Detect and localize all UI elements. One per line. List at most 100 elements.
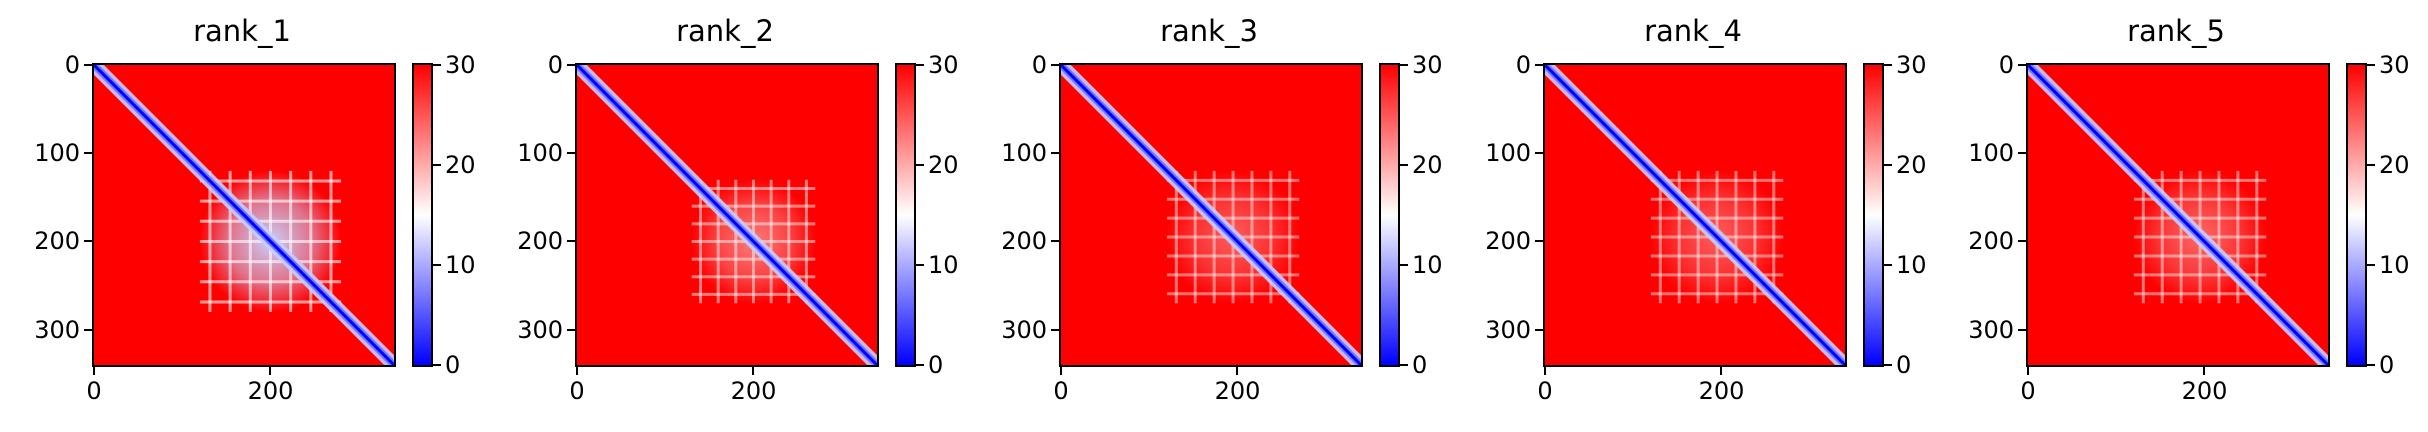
- y-tick: [84, 328, 92, 331]
- colorbar-tick-label: 0: [2379, 351, 2395, 379]
- colorbar-tick-label: 0: [445, 351, 461, 379]
- y-tick: [1051, 64, 1059, 66]
- colorbar-tick: [433, 64, 441, 66]
- x-tick: [1544, 367, 1546, 375]
- diagonal-band: [2028, 65, 2328, 365]
- colorbar-tick: [1400, 364, 1408, 366]
- y-tick-label: 200: [517, 227, 563, 256]
- colorbar-tick: [1884, 364, 1892, 366]
- x-tick: [1720, 367, 1723, 375]
- colorbar-tick-label: 0: [1896, 351, 1912, 379]
- y-tick-label: 100: [517, 139, 563, 168]
- y-tick-label: 0: [1515, 51, 1531, 79]
- colorbar-tick-label: 10: [2379, 251, 2410, 279]
- y-tick: [84, 152, 92, 155]
- colorbar-tick-label: 20: [928, 151, 959, 179]
- y-tick-label: 0: [1998, 51, 2014, 79]
- x-tick-label: 200: [1214, 377, 1261, 405]
- x-tick-label: 0: [1537, 377, 1553, 405]
- y-tick-label: 200: [34, 227, 80, 256]
- heatmap-canvas: [1545, 65, 1845, 365]
- x-tick-label: 0: [2020, 377, 2036, 405]
- chart-title: rank_2: [676, 14, 774, 48]
- y-tick-label: 100: [34, 139, 80, 168]
- y-tick-label: 200: [1485, 227, 1531, 256]
- heatmap-canvas: [2028, 65, 2328, 365]
- colorbar-tick: [1400, 64, 1408, 66]
- heatmap-canvas: [1061, 65, 1361, 365]
- colorbar-tick-label: 20: [2379, 151, 2410, 179]
- colorbar-tick: [2367, 364, 2375, 366]
- colorbar-tick-label: 20: [1896, 151, 1927, 179]
- colorbar-tick: [916, 264, 924, 266]
- y-tick-label: 300: [517, 315, 563, 344]
- colorbar-tick-label: 20: [445, 151, 476, 179]
- y-tick: [1535, 328, 1543, 331]
- chart-title: rank_5: [2127, 14, 2225, 48]
- colorbar-tick: [1884, 264, 1892, 266]
- colorbar-tick: [1884, 64, 1892, 66]
- heatmap-plot: [1059, 63, 1363, 367]
- colorbar-tick: [916, 164, 924, 166]
- heatmap-plot: [2026, 63, 2330, 367]
- y-tick: [2018, 328, 2026, 331]
- y-tick-label: 100: [1485, 139, 1531, 168]
- y-tick: [567, 64, 575, 66]
- diagonal-band: [1545, 65, 1845, 365]
- heatmap-plot: [1543, 63, 1847, 367]
- y-tick: [1051, 328, 1059, 331]
- colorbar-tick-label: 10: [1412, 251, 1443, 279]
- colorbar-tick-label: 30: [1896, 51, 1927, 79]
- y-tick-label: 200: [1001, 227, 1047, 256]
- heatmap-canvas: [94, 65, 394, 365]
- x-tick-label: 200: [1698, 377, 1745, 405]
- heatmap-panel-1: rank_1 0 200 0 100 200 300 0 10 20 30: [34, 0, 572, 432]
- x-tick-label: 200: [247, 377, 294, 405]
- y-tick-label: 0: [547, 51, 563, 79]
- chart-title: rank_4: [1644, 14, 1742, 48]
- x-tick-label: 0: [86, 377, 102, 405]
- colorbar-tick: [1400, 264, 1408, 266]
- x-tick: [1236, 367, 1239, 375]
- y-tick-label: 200: [1968, 227, 2014, 256]
- chart-title: rank_3: [1160, 14, 1258, 48]
- heatmap-panel-2: rank_2 0 200 0 100 200 300 0 10 20 30: [517, 0, 1055, 432]
- colorbar: [1863, 63, 1884, 367]
- colorbar-tick: [2367, 164, 2375, 166]
- y-tick: [567, 240, 575, 243]
- colorbar-tick-label: 30: [1412, 51, 1443, 79]
- y-tick-label: 0: [1031, 51, 1047, 79]
- colorbar-tick-label: 10: [928, 251, 959, 279]
- heatmap-panel-5: rank_5 0 200 0 100 200 300 0 10 20 30: [1968, 0, 2428, 432]
- y-tick-label: 300: [1485, 315, 1531, 344]
- y-tick: [1535, 64, 1543, 66]
- y-tick: [2018, 152, 2026, 155]
- y-tick: [1535, 152, 1543, 155]
- colorbar-tick: [433, 364, 441, 366]
- y-tick: [2018, 240, 2026, 243]
- colorbar-tick-label: 0: [1412, 351, 1428, 379]
- diagonal-band: [577, 65, 877, 365]
- heatmap-plot: [92, 63, 396, 367]
- colorbar-tick: [2367, 64, 2375, 66]
- y-tick-label: 300: [1968, 315, 2014, 344]
- colorbar: [412, 63, 433, 367]
- x-tick-label: 0: [569, 377, 585, 405]
- y-tick-label: 0: [64, 51, 80, 79]
- x-tick: [576, 367, 578, 375]
- x-tick-label: 0: [1053, 377, 1069, 405]
- colorbar-tick: [433, 164, 441, 166]
- chart-title: rank_1: [193, 14, 291, 48]
- diagonal-band: [94, 65, 394, 365]
- colorbar-tick: [433, 264, 441, 266]
- y-tick-label: 300: [34, 315, 80, 344]
- y-tick: [567, 328, 575, 331]
- y-tick: [567, 152, 575, 155]
- y-tick-label: 100: [1001, 139, 1047, 168]
- x-tick: [2027, 367, 2029, 375]
- colorbar: [895, 63, 916, 367]
- colorbar-tick: [1884, 164, 1892, 166]
- x-tick: [752, 367, 755, 375]
- colorbar: [2346, 63, 2367, 367]
